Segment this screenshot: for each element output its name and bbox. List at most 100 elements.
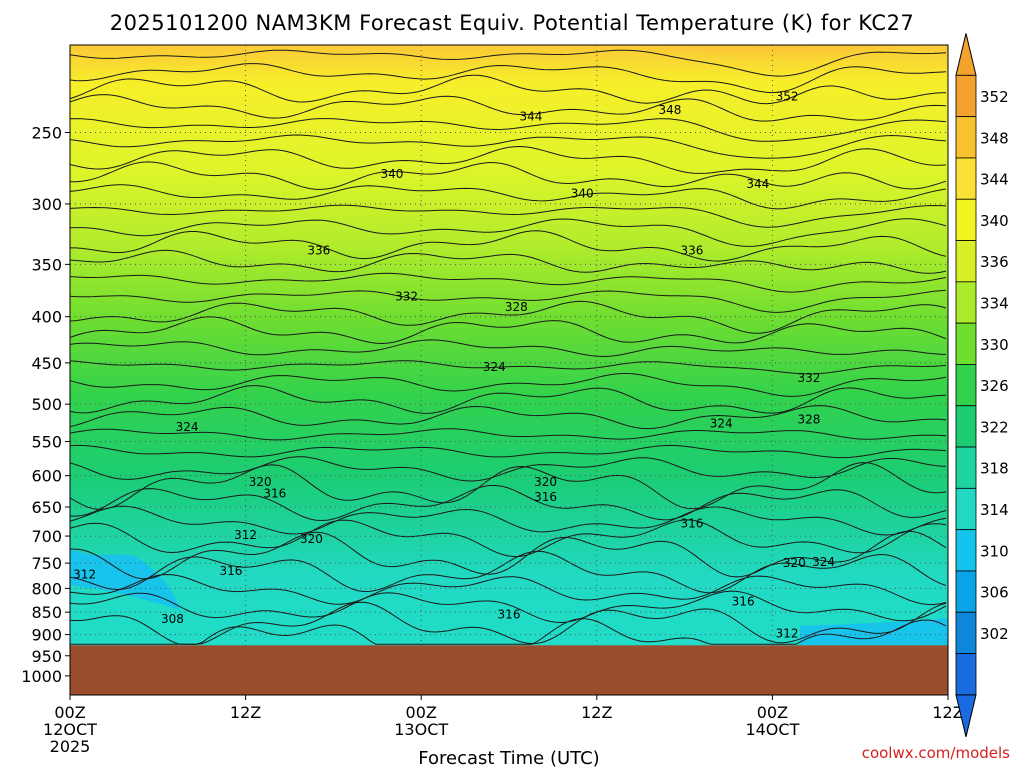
contour-line [70, 94, 947, 122]
contour-line [70, 428, 947, 441]
x-tick-label: 00Z [406, 703, 437, 722]
contour-line [70, 462, 947, 510]
y-tick-label: 700 [31, 527, 62, 546]
colorbar-label: 336 [980, 253, 1009, 271]
contour-line [70, 249, 947, 274]
contour-label: 316 [680, 517, 703, 531]
contour-line [70, 530, 947, 580]
contour-label: 352 [776, 89, 799, 103]
y-tick-label: 650 [31, 498, 62, 517]
contour-line [70, 230, 947, 262]
plot-frame [69, 44, 949, 696]
contour-label: 344 [746, 177, 769, 191]
y-tick-label: 300 [31, 195, 62, 214]
colorbar-bottom-arrow [955, 694, 977, 737]
contour-label: 320 [300, 532, 323, 546]
contour-label: 332 [798, 371, 821, 385]
contour-line [70, 601, 947, 645]
contour-line [70, 204, 947, 228]
contour-line [70, 405, 947, 430]
colorbar-label: 330 [980, 336, 1009, 354]
colorbar-label: 344 [980, 171, 1009, 189]
grid-lines [70, 45, 948, 695]
x-tick-label: 00Z [757, 703, 788, 722]
contour-lines [70, 49, 947, 645]
contour-line [70, 316, 947, 345]
colorbar-label: 348 [980, 129, 1009, 147]
contour-label: 308 [161, 612, 184, 626]
y-tick-label: 600 [31, 467, 62, 486]
contour-label: 348 [659, 103, 682, 117]
y-tick-label: 750 [31, 554, 62, 573]
colorbar-segment [955, 157, 977, 200]
contour-label: 336 [680, 244, 703, 258]
contour-label: 320 [783, 556, 806, 570]
contour-line [70, 456, 947, 482]
chart-title: 2025101200 NAM3KM Forecast Equiv. Potent… [110, 11, 915, 35]
colorbar-segment [955, 611, 977, 654]
colorbar-label: 310 [980, 542, 1009, 560]
colorbar-segment [955, 653, 977, 696]
y-tick-label: 950 [31, 647, 62, 666]
field-background [70, 45, 948, 695]
contour-line [70, 118, 947, 142]
y-tick-label: 450 [31, 354, 62, 373]
colorbar-segment [955, 570, 977, 613]
contour-line [70, 134, 947, 159]
y-tick-label: 1000 [21, 667, 62, 686]
contour-line [70, 74, 947, 105]
contour-line [70, 519, 947, 558]
contour-line [70, 63, 947, 94]
contour-line [70, 444, 947, 459]
contour-label: 324 [710, 416, 733, 430]
credit-text: coolwx.com/models [862, 744, 1010, 762]
colorbar-segment [955, 322, 977, 365]
y-tick-label: 900 [31, 626, 62, 645]
contour-label: 316 [534, 490, 557, 504]
contour-line [70, 505, 947, 536]
contour-label: 332 [395, 290, 418, 304]
contour-line [70, 385, 947, 414]
contour-label: 340 [380, 167, 403, 181]
y-tick-label: 800 [31, 579, 62, 598]
contour-line [70, 145, 947, 174]
colorbar-label: 340 [980, 212, 1009, 230]
x-tick-label: 12Z [230, 703, 261, 722]
colorbar-label: 318 [980, 460, 1009, 478]
colorbar-label: 302 [980, 625, 1009, 643]
x-tick-label: 12Z [932, 703, 963, 722]
colorbar: 352 348 344 340 336 334 330 326 322 318 314 310 306 3… [955, 33, 1009, 737]
colorbar-top-arrow [955, 33, 977, 76]
colorbar-label: 326 [980, 377, 1009, 395]
colorbar-label: 306 [980, 584, 1009, 602]
contour-line [70, 373, 947, 397]
contour-label: 344 [519, 109, 542, 123]
y-tick-label: 500 [31, 395, 62, 414]
contour-label: 320 [249, 475, 272, 489]
colorbar-segment [955, 116, 977, 159]
cool-surface-band [800, 618, 948, 645]
x-tick-label: 2025 [50, 737, 91, 756]
contour-line [70, 339, 947, 358]
y-tick-label: 350 [31, 255, 62, 274]
contour-line [70, 218, 947, 247]
contour-line [70, 485, 947, 522]
colorbar-segment [955, 529, 977, 572]
contour-line [70, 289, 947, 313]
contour-label: 324 [483, 360, 506, 374]
colorbar-segment [955, 281, 977, 324]
contour-label: 324 [812, 555, 835, 569]
colorbar-segment [955, 198, 977, 241]
contour-line [70, 360, 947, 375]
contour-label: 312 [73, 567, 96, 581]
y-tick-label: 400 [31, 308, 62, 327]
contour-label: 312 [776, 627, 799, 641]
x-tick-label: 12Z [581, 703, 612, 722]
contour-labels: 352 348 344 344 340 340 336 336 332 332 328 328 324 3… [73, 89, 835, 640]
contour-line [70, 550, 947, 594]
colorbar-segment [955, 74, 977, 118]
contour-label: 316 [498, 607, 521, 621]
colorbar-label: 322 [980, 418, 1009, 436]
y-tick-label: 550 [31, 433, 62, 452]
